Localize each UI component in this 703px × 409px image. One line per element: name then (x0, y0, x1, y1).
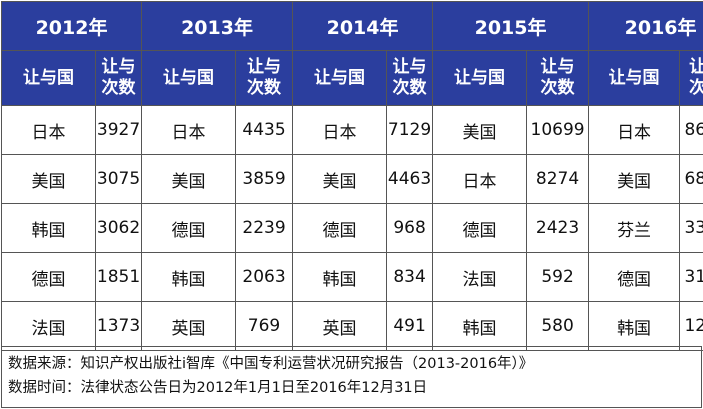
country-header: 让与国 (588, 50, 681, 106)
count-header-label: 让与次数 (247, 57, 282, 98)
year-header: 2016年 (588, 1, 703, 51)
table-row: 德国 1851 韩国 2063 韩国 834 法国 592 德国 3131 (1, 252, 703, 302)
count-cell: 3131 (679, 252, 703, 302)
count-cell: 592 (526, 252, 590, 302)
table-row: 美国 3075 美国 3859 美国 4463 日本 8274 美国 6826 (1, 154, 703, 204)
count-header: 让与次数 (679, 50, 703, 106)
data-source-note: 数据来源：知识产权出版社i智库《中国专利运营状况研究报告（2013-2016年）… (8, 356, 534, 372)
country-cell: 美国 (292, 154, 388, 204)
country-cell: 德国 (292, 203, 388, 253)
count-cell: 8274 (526, 154, 590, 204)
country-cell: 法国 (432, 252, 528, 302)
country-cell: 日本 (432, 154, 528, 204)
count-cell: 3859 (235, 154, 294, 204)
count-cell: 834 (386, 252, 434, 302)
country-cell: 德国 (588, 252, 681, 302)
country-cell: 英国 (292, 301, 388, 351)
count-cell: 580 (526, 301, 590, 351)
country-cell: 韩国 (141, 252, 237, 302)
count-cell: 1223 (679, 301, 703, 351)
count-header: 让与次数 (386, 50, 434, 106)
count-header-label: 让与次数 (689, 57, 703, 98)
year-header: 2014年 (292, 1, 434, 51)
country-header: 让与国 (141, 50, 237, 106)
source-notes: 数据来源：知识产权出版社i智库《中国专利运营状况研究报告（2013-2016年）… (1, 346, 702, 408)
country-cell: 日本 (588, 105, 681, 155)
country-cell: 美国 (588, 154, 681, 204)
country-cell: 德国 (1, 252, 96, 302)
country-cell: 芬兰 (588, 203, 681, 253)
sub-header-row: 让与国 让与次数 让与国 让与次数 让与国 让与次数 让与国 让与次数 让与国 … (1, 50, 703, 106)
table-row: 日本 3927 日本 4435 日本 7129 美国 10699 日本 8674 (1, 105, 703, 155)
data-period-note: 数据时间：法律状态公告日为2012年1月1日至2016年12月31日 (8, 380, 428, 396)
country-cell: 日本 (292, 105, 388, 155)
table-row: 韩国 3062 德国 2239 德国 968 德国 2423 芬兰 3357 (1, 203, 703, 253)
count-header-label: 让与次数 (101, 57, 136, 98)
count-cell: 6826 (679, 154, 703, 204)
count-header: 让与次数 (235, 50, 294, 106)
country-cell: 韩国 (1, 203, 96, 253)
count-cell: 4463 (386, 154, 434, 204)
country-cell: 美国 (432, 105, 528, 155)
count-cell: 10699 (526, 105, 590, 155)
count-cell: 491 (386, 301, 434, 351)
count-header-label: 让与次数 (392, 57, 427, 98)
country-cell: 韩国 (432, 301, 528, 351)
country-cell: 德国 (432, 203, 528, 253)
country-cell: 韩国 (588, 301, 681, 351)
country-cell: 日本 (141, 105, 237, 155)
count-cell: 4435 (235, 105, 294, 155)
patent-transfer-table: 2012年 2013年 2014年 2015年 2016年 让与国 让与次数 让… (0, 1, 703, 351)
count-cell: 1373 (94, 301, 143, 351)
count-header: 让与次数 (94, 50, 143, 106)
year-header: 2013年 (141, 1, 294, 51)
country-cell: 美国 (1, 154, 96, 204)
country-cell: 日本 (1, 105, 96, 155)
count-cell: 769 (235, 301, 294, 351)
country-header: 让与国 (432, 50, 528, 106)
country-cell: 韩国 (292, 252, 388, 302)
count-cell: 1851 (94, 252, 143, 302)
count-cell: 968 (386, 203, 434, 253)
count-header: 让与次数 (526, 50, 590, 106)
year-header: 2015年 (432, 1, 590, 51)
count-cell: 3062 (94, 203, 143, 253)
table-row: 法国 1373 英国 769 英国 491 韩国 580 韩国 1223 (1, 301, 703, 351)
count-cell: 2423 (526, 203, 590, 253)
year-header: 2012年 (0, 1, 143, 51)
country-cell: 美国 (141, 154, 237, 204)
country-header: 让与国 (1, 50, 96, 106)
count-cell: 7129 (386, 105, 434, 155)
country-cell: 德国 (141, 203, 237, 253)
country-header: 让与国 (292, 50, 388, 106)
country-cell: 英国 (141, 301, 237, 351)
count-cell: 2239 (235, 203, 294, 253)
count-cell: 8674 (679, 105, 703, 155)
count-cell: 3357 (679, 203, 703, 253)
count-cell: 3927 (94, 105, 143, 155)
year-header-row: 2012年 2013年 2014年 2015年 2016年 (0, 1, 703, 51)
count-header-label: 让与次数 (540, 57, 575, 98)
country-cell: 法国 (1, 301, 96, 351)
count-cell: 2063 (235, 252, 294, 302)
count-cell: 3075 (94, 154, 143, 204)
